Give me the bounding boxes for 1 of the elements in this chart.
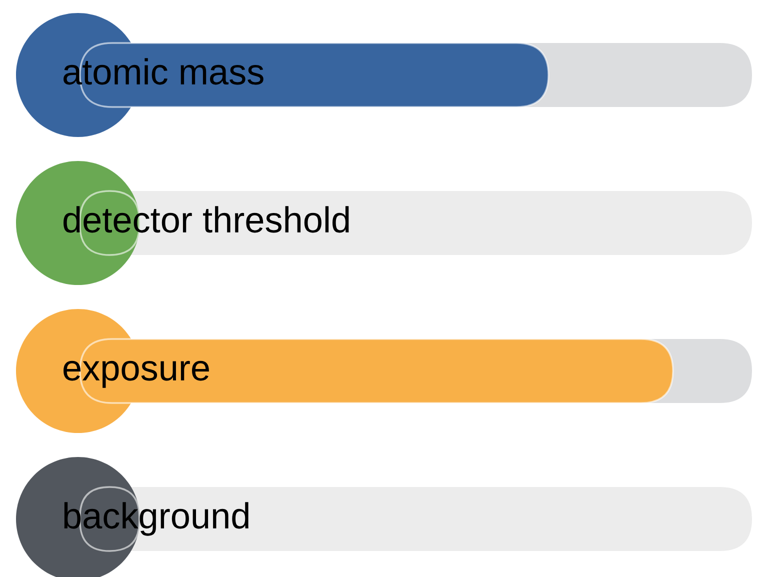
y-tick-label: exposure (64, 360, 209, 388)
